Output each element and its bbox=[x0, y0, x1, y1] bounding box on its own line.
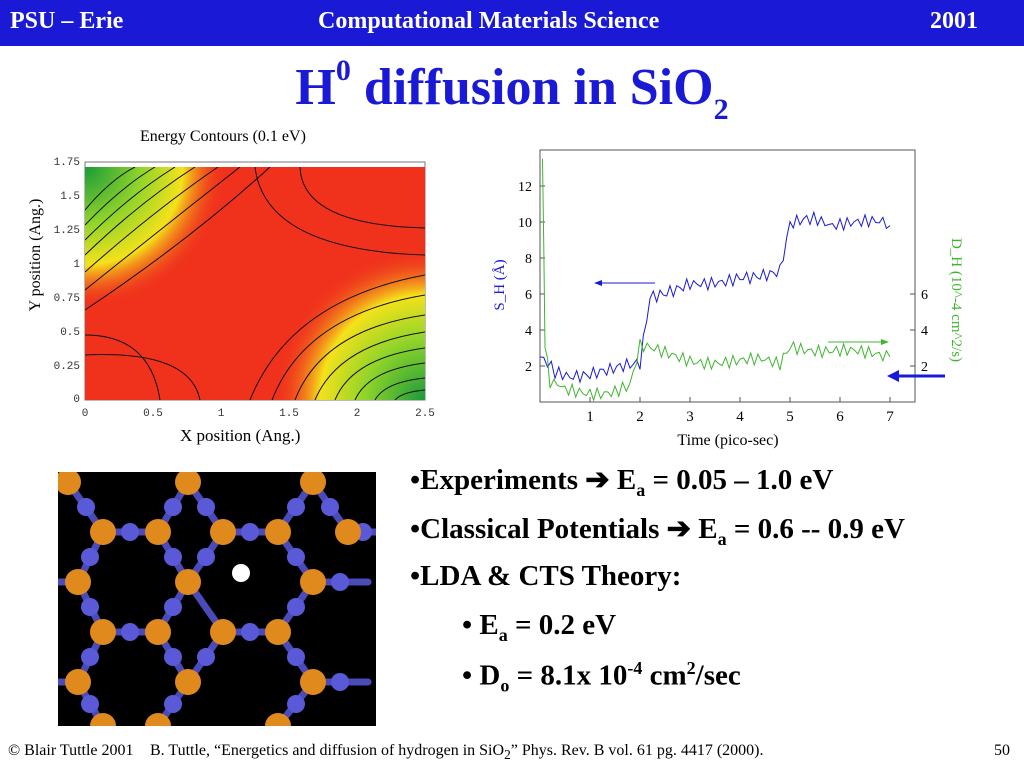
footer-reference: B. Tuttle, “Energetics and diffusion of … bbox=[150, 742, 764, 763]
contour-plot-title: Energy Contours (0.1 eV) bbox=[140, 128, 306, 145]
slide-title: H0 diffusion in SiO2 bbox=[0, 54, 1024, 127]
header-center: Computational Materials Science bbox=[318, 8, 660, 34]
header-bar: PSU – Erie Computational Materials Scien… bbox=[0, 0, 1024, 46]
chart-ylabel-left: S_H (Å) bbox=[492, 259, 508, 310]
contour-plot: 0 0.25 0.5 0.75 1 1.25 1.5 1.75 0 0.5 1 … bbox=[54, 157, 435, 420]
chart-frame bbox=[539, 149, 916, 403]
contour-xtick: 2.5 bbox=[415, 408, 435, 420]
y-tick-label-left: 6 bbox=[525, 288, 532, 303]
sio2-structure-image bbox=[58, 472, 376, 726]
title-sup: 0 bbox=[335, 53, 351, 87]
y-tick-label-left: 4 bbox=[525, 324, 532, 339]
footer-page-number: 50 bbox=[994, 742, 1010, 759]
contour-ytick: 0.25 bbox=[54, 361, 80, 373]
contour-ytick: 1.25 bbox=[54, 225, 80, 237]
contour-xtick: 0.5 bbox=[143, 408, 163, 420]
y-tick-label-left: 12 bbox=[518, 180, 532, 195]
y-tick-label-left: 10 bbox=[518, 216, 532, 231]
x-tick-label: 1 bbox=[586, 409, 594, 425]
bullet-classical: •Classical Potentials ➔ Ea = 0.6 -- 0.9 … bbox=[410, 513, 905, 549]
chart-xlabel: Time (pico-sec) bbox=[677, 432, 778, 449]
header-left: PSU – Erie bbox=[10, 8, 124, 34]
bullet-experiments: •Experiments ➔ Ea = 0.05 – 1.0 eV bbox=[410, 464, 834, 500]
contour-xtick: 2 bbox=[354, 408, 361, 420]
contour-ytick: 0.5 bbox=[60, 327, 80, 339]
series-line-1 bbox=[539, 210, 891, 384]
y-tick-label-left: 2 bbox=[525, 360, 532, 375]
contour-ytick: 1.5 bbox=[60, 191, 80, 203]
left-arrowhead-icon bbox=[594, 280, 602, 286]
y-tick-label-left: 8 bbox=[525, 252, 532, 267]
arrow-right-icon: ➔ bbox=[585, 464, 610, 496]
footer-copyright: © Blair Tuttle 2001 bbox=[8, 742, 134, 759]
molecule-svg bbox=[58, 472, 376, 726]
x-tick-label: 3 bbox=[686, 409, 694, 425]
x-tick-label: 7 bbox=[886, 409, 894, 425]
bullet-do: • Do = 8.1x 10-4 cm2/sec bbox=[462, 658, 741, 696]
series-line-2 bbox=[542, 158, 891, 402]
contour-plot-xlabel: X position (Ang.) bbox=[180, 426, 301, 445]
contour-xtick: 0 bbox=[82, 408, 89, 420]
contour-xtick: 1.5 bbox=[279, 408, 299, 420]
contour-xtick: 1 bbox=[218, 408, 225, 420]
y-tick-label-right: 4 bbox=[921, 324, 928, 339]
contour-ytick: 1.75 bbox=[54, 157, 80, 169]
x-tick-label: 5 bbox=[786, 409, 794, 425]
title-rest: diffusion in SiO bbox=[350, 59, 714, 116]
contour-ytick: 0.75 bbox=[54, 293, 80, 305]
value-marker-arrowhead-icon bbox=[887, 370, 899, 382]
contour-ytick: 0 bbox=[73, 394, 80, 406]
x-tick-label: 6 bbox=[836, 409, 844, 425]
chart-ylabel-right: D_H (10^-4 cm^2/s) bbox=[948, 238, 964, 362]
hydrogen-atom bbox=[232, 564, 250, 582]
x-tick-label: 2 bbox=[636, 409, 644, 425]
bullet-lda: •LDA & CTS Theory: bbox=[410, 560, 682, 592]
arrow-right-icon: ➔ bbox=[666, 513, 691, 545]
bullet-list: •Experiments ➔ Ea = 0.05 – 1.0 eV •Class… bbox=[410, 462, 905, 707]
right-arrowhead-icon bbox=[881, 339, 889, 345]
y-tick-label-right: 2 bbox=[921, 360, 928, 375]
contour-ytick: 1 bbox=[73, 259, 80, 271]
y-tick-label-right: 6 bbox=[921, 288, 928, 303]
title-main: H bbox=[295, 59, 336, 116]
x-tick-label: 4 bbox=[736, 409, 744, 425]
header-right: 2001 bbox=[930, 8, 978, 34]
title-sub: 2 bbox=[713, 93, 729, 127]
bullet-ea: • Ea = 0.2 eV bbox=[462, 609, 617, 645]
